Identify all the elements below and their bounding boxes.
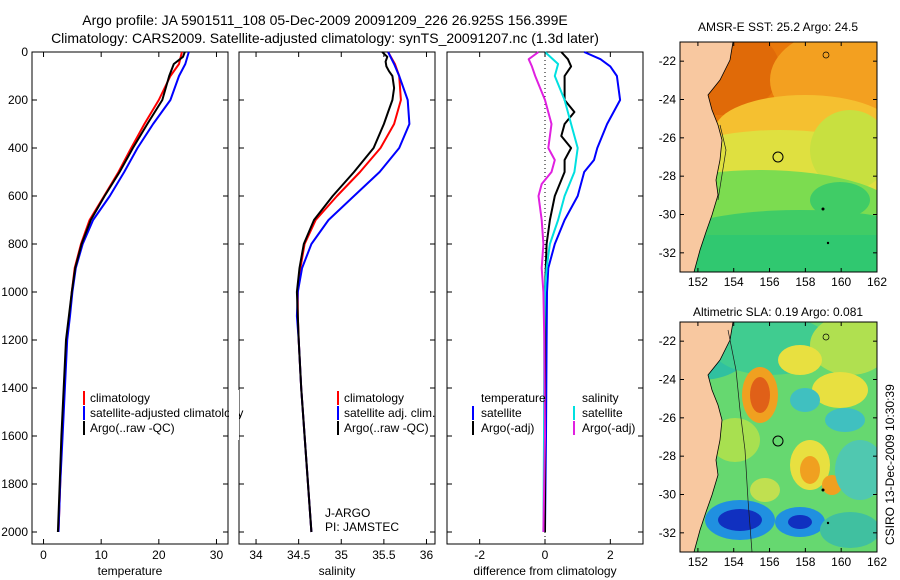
map-y-tick-label: -26 [659, 411, 677, 425]
sla-map-image [680, 322, 877, 552]
map-x-tick-label: 162 [867, 555, 887, 569]
legend-climatology: climatology [90, 391, 150, 405]
series-line-argo [56, 51, 186, 533]
series-line-climatology [57, 51, 183, 533]
map-x-tick-label: 156 [760, 275, 780, 289]
salinity-series [295, 51, 411, 533]
y-tick-label: 2000 [1, 525, 28, 539]
legend-temp-argo: Argo(-adj) [481, 421, 534, 435]
salinity-x-axis: 34 34.5 35 35.5 36 [249, 52, 433, 562]
x-tick-label: 34.5 [287, 548, 311, 562]
map-y-tick-label: -32 [659, 526, 677, 540]
x-tick-label: 34 [249, 548, 263, 562]
map-x-tick-label: 158 [795, 555, 815, 569]
map-y-tick-label: -22 [659, 54, 677, 68]
map-y-tick-label: -28 [659, 449, 677, 463]
difference-xlabel: difference from climatology [473, 564, 616, 578]
map-y-tick-label: -26 [659, 131, 677, 145]
y-tick-label: 1000 [1, 285, 28, 299]
map-y-tick-label: -24 [659, 93, 677, 107]
series-line-salinity-argo [527, 51, 556, 533]
x-tick-label: 35 [335, 548, 349, 562]
legend-argo-raw: Argo(..raw -QC) [90, 421, 175, 435]
series-line-temperature-satellite [544, 51, 622, 533]
legend-sal-climatology: climatology [344, 391, 404, 405]
x-tick-label: 30 [210, 548, 224, 562]
figure-title-line-1: Argo profile: JA 5901511_108 05-Dec-2009… [82, 12, 568, 28]
figure-title-line-2: Climatology: CARS2009. Satellite-adjuste… [51, 30, 599, 46]
annotation-pi: PI: JAMSTEC [325, 520, 399, 534]
y-tick-label: 400 [8, 141, 28, 155]
series-line-salinity-satellite [542, 51, 579, 533]
difference-series [527, 51, 622, 544]
y-tick-label: 600 [8, 189, 28, 203]
map-y-tick-label: -30 [659, 488, 677, 502]
sla-argo-marker [772, 435, 784, 447]
series-line-temperature-argo [544, 51, 576, 532]
map-x-tick-label: 160 [831, 275, 851, 289]
y-tick-label: 0 [21, 45, 28, 59]
legend-sal-satellite: satellite adj. clim. [344, 406, 435, 420]
sst-map-title: AMSR-E SST: 25.2 Argo: 24.5 [698, 20, 858, 34]
annotation-jargo: J-ARGO [325, 506, 370, 520]
map-x-tick-label: 152 [688, 555, 708, 569]
legend-sal-satellite-diff: satellite [582, 406, 623, 420]
x-tick-label: 35.5 [372, 548, 396, 562]
sst-map-axes: 152 154 156 158 160 162 -22 -24 -26 -28 -30 -32 [659, 42, 887, 289]
legend-satellite-adjusted: satellite-adjusted climatology [90, 406, 243, 420]
map-x-tick-label: 154 [724, 555, 744, 569]
temperature-x-axis: 0 10 20 30 [40, 52, 223, 562]
y-tick-label: 200 [8, 93, 28, 107]
map-y-tick-label: -28 [659, 169, 677, 183]
legend-temp-satellite: satellite [481, 406, 522, 420]
legend-salinity-title: salinity [582, 391, 619, 405]
y-tick-label: 1400 [1, 381, 28, 395]
salinity-legend: climatology satellite adj. clim. Argo(..… [337, 391, 435, 435]
map-x-tick-label: 152 [688, 275, 708, 289]
temperature-series [56, 51, 190, 533]
series-line-climatology [296, 51, 402, 533]
y-tick-label: 800 [8, 237, 28, 251]
sla-map-title: Altimetric SLA: 0.19 Argo: 0.081 [693, 305, 863, 319]
salinity-axes [238, 51, 436, 545]
temperature-axes [31, 51, 229, 545]
map-y-tick-label: -22 [659, 334, 677, 348]
map-y-tick-label: -30 [659, 208, 677, 222]
x-tick-label: 10 [94, 548, 108, 562]
side-timestamp-label: CSIRO 13-Dec-2009 10:30:39 [883, 384, 897, 545]
sst-argo-marker [772, 151, 784, 163]
y-tick-label: 1200 [1, 333, 28, 347]
salinity-xlabel: salinity [319, 564, 356, 578]
map-y-tick-label: -32 [659, 246, 677, 260]
difference-x-axis: -2 0 2 [474, 52, 614, 562]
y-tick-label: 1800 [1, 477, 28, 491]
x-tick-label: 0 [40, 548, 47, 562]
map-x-tick-label: 154 [724, 275, 744, 289]
temperature-xlabel: temperature [98, 564, 163, 578]
map-x-tick-label: 162 [867, 275, 887, 289]
series-line-satellite [295, 51, 411, 533]
x-tick-label: -2 [474, 548, 485, 562]
temperature-legend: climatology satellite-adjusted climatolo… [83, 391, 243, 435]
sst-map-image [680, 42, 877, 272]
legend-sal-argo-diff: Argo(-adj) [582, 421, 635, 435]
x-tick-label: 36 [420, 548, 434, 562]
series-line-argo [295, 51, 396, 533]
series-line-satellite [57, 51, 190, 533]
x-tick-label: 20 [152, 548, 166, 562]
x-tick-label: 2 [607, 548, 614, 562]
depth-axis: 0 200 400 600 800 1000 1200 1400 1600 1800 2000 [1, 45, 643, 539]
x-tick-label: 0 [542, 548, 549, 562]
map-y-tick-label: -24 [659, 373, 677, 387]
difference-legend: temperature satellite Argo(-adj) salinit… [472, 391, 635, 435]
legend-sal-argo: Argo(..raw -QC) [344, 421, 429, 435]
map-x-tick-label: 160 [831, 555, 851, 569]
y-tick-label: 1600 [1, 429, 28, 443]
map-x-tick-label: 156 [760, 555, 780, 569]
sla-map-axes: 152 154 156 158 160 162 -22 -24 -26 -28 -30 -32 [659, 322, 887, 569]
map-x-tick-label: 158 [795, 275, 815, 289]
legend-temperature-title: temperature [481, 391, 546, 405]
